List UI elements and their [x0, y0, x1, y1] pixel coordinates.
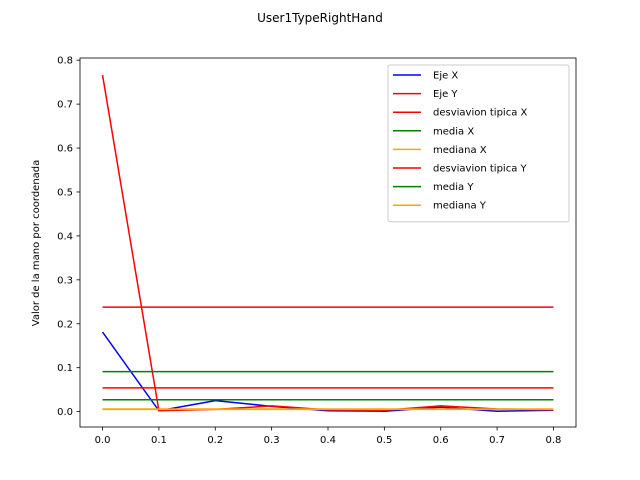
legend-box — [387, 64, 570, 223]
legend-label: desviavion tipica Y — [433, 164, 527, 175]
y-tick-label: 0.2 — [57, 319, 73, 330]
legend-label: mediana Y — [433, 201, 487, 212]
y-tick-label: 0.4 — [57, 231, 73, 242]
x-tick-label: 0.6 — [433, 435, 449, 446]
legend-label: Eje X — [433, 71, 458, 82]
x-tick-label: 0.7 — [489, 435, 505, 446]
y-tick-label: 0.6 — [57, 144, 73, 155]
y-tick-label: 0.5 — [57, 187, 73, 198]
legend-label: media Y — [433, 182, 474, 193]
y-tick-label: 0.3 — [57, 275, 73, 286]
x-tick-label: 0.8 — [546, 435, 562, 446]
x-tick-label: 0.1 — [151, 435, 167, 446]
legend-label: desviavion tipica X — [433, 108, 527, 119]
legend-label: mediana X — [433, 145, 487, 156]
y-tick-label: 0.8 — [57, 56, 73, 67]
x-tick-label: 0.0 — [95, 435, 111, 446]
plot-area — [101, 75, 554, 412]
x-tick-label: 0.5 — [376, 435, 392, 446]
y-tick-label: 0.0 — [57, 407, 73, 418]
axes: 0.0 0.1 0.2 0.3 0.4 0.5 0.6 0.7 0.8 0.0 0.1 0.2 0.3 0… — [57, 56, 577, 446]
legend-label: Eje Y — [433, 89, 458, 100]
y-tick-label: 0.1 — [57, 363, 73, 374]
y-axis-label: Valor de la mano por coordenada — [31, 160, 42, 327]
x-tick-label: 0.3 — [264, 435, 280, 446]
y-tick-label: 0.7 — [57, 100, 73, 111]
legend: Eje X Eje Y desviavion tipica X media X medi… — [387, 64, 570, 223]
chart-title: User1TypeRightHand — [257, 11, 383, 25]
x-tick-label: 0.4 — [320, 435, 336, 446]
x-tick-label: 0.2 — [207, 435, 223, 446]
legend-label: media X — [433, 126, 474, 137]
